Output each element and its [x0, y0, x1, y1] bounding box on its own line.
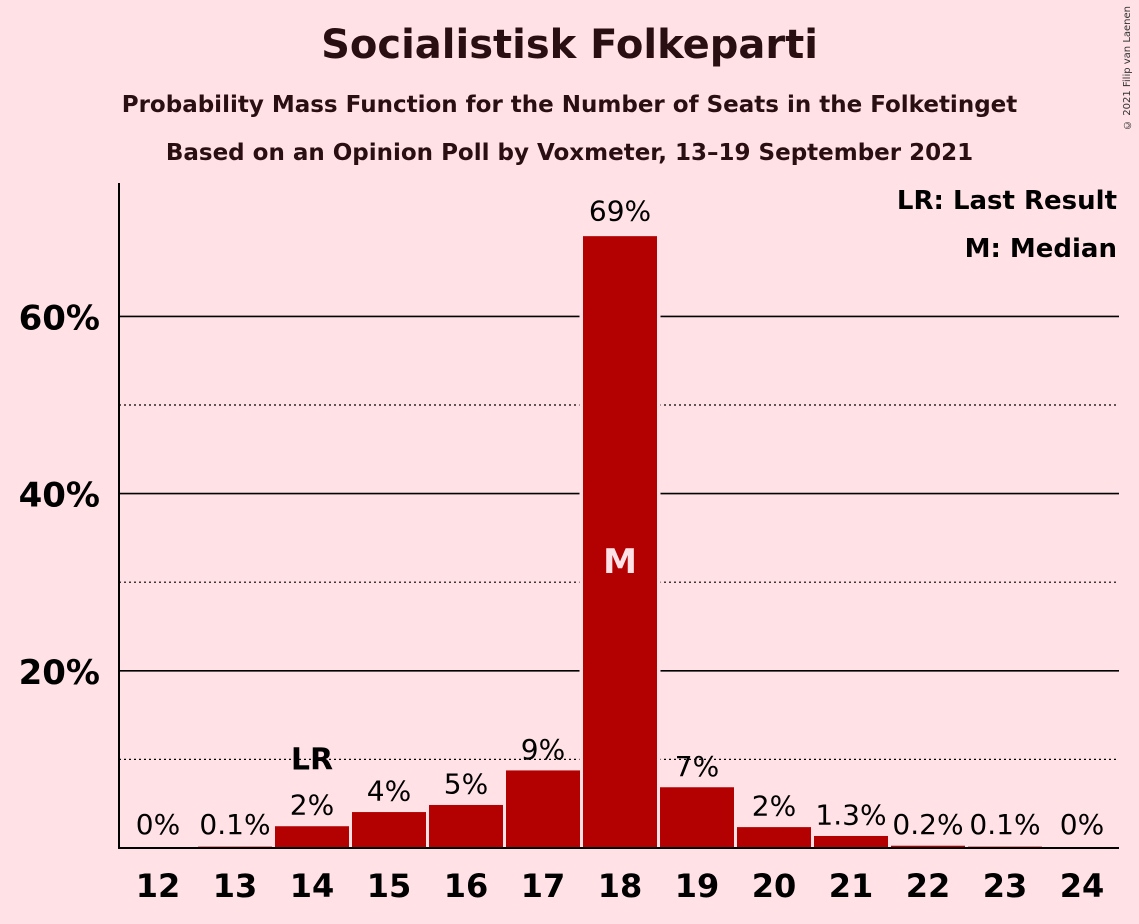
y-tick-label: 20%	[19, 653, 100, 693]
data-label: 0%	[136, 808, 180, 841]
data-label: 2%	[290, 789, 334, 822]
data-label: 7%	[675, 750, 719, 783]
chart-title: Socialistisk Folkeparti	[321, 22, 818, 68]
x-tick-label: 15	[367, 867, 412, 905]
data-label: 5%	[444, 767, 488, 800]
bar	[275, 826, 349, 849]
x-tick-label: 19	[675, 867, 720, 905]
data-label: 4%	[367, 775, 411, 808]
legend-item: LR: Last Result	[897, 186, 1117, 216]
x-tick-label: 13	[213, 867, 258, 905]
data-label: 0%	[1060, 808, 1104, 841]
data-label: 0.1%	[199, 808, 270, 841]
data-label: 0.2%	[892, 808, 963, 841]
bar	[352, 812, 426, 849]
bar	[737, 827, 811, 849]
bar	[429, 804, 503, 849]
chart-subtitle-poll: Based on an Opinion Poll by Voxmeter, 13…	[165, 140, 974, 166]
x-tick-label: 22	[906, 867, 951, 905]
x-tick-label: 21	[829, 867, 874, 905]
labels: 0% 0.1%2%LR4% 5%9%69%M7%2% 1.3% 0.2% 0.1% 0%	[136, 195, 1104, 841]
x-tick-label: 18	[598, 867, 643, 905]
data-label: 2%	[752, 790, 796, 823]
legend: LR: Last Result M: Median	[897, 186, 1117, 264]
data-label: 69%	[589, 195, 651, 228]
x-tick-label: 14	[290, 867, 335, 905]
data-label: 1.3%	[815, 798, 886, 831]
x-tick-label: 12	[136, 867, 181, 905]
x-tick-label: 24	[1060, 867, 1105, 905]
bar	[814, 835, 888, 849]
x-tick-label: 16	[444, 867, 489, 905]
axes: 20% 40% 60% 12 13 14 15 16 17 18 19 20 21 22 23 24	[19, 183, 1119, 905]
bar	[506, 770, 580, 849]
chart-subtitle: Probability Mass Function for the Number…	[121, 92, 1018, 118]
gridline-gap-left	[579, 236, 584, 847]
y-tick-label: 60%	[19, 298, 100, 338]
median-marker: M	[603, 542, 637, 582]
bar	[583, 236, 657, 849]
data-label: 0.1%	[969, 808, 1040, 841]
legend-item: M: Median	[965, 234, 1117, 264]
last-result-marker: LR	[291, 743, 333, 778]
bars	[198, 236, 1042, 849]
gridline-gap-right	[656, 236, 661, 847]
bar	[660, 787, 734, 849]
x-tick-label: 23	[983, 867, 1028, 905]
data-label: 9%	[521, 733, 565, 766]
y-tick-label: 40%	[19, 476, 100, 516]
x-tick-label: 17	[521, 867, 566, 905]
x-tick-label: 20	[752, 867, 797, 905]
